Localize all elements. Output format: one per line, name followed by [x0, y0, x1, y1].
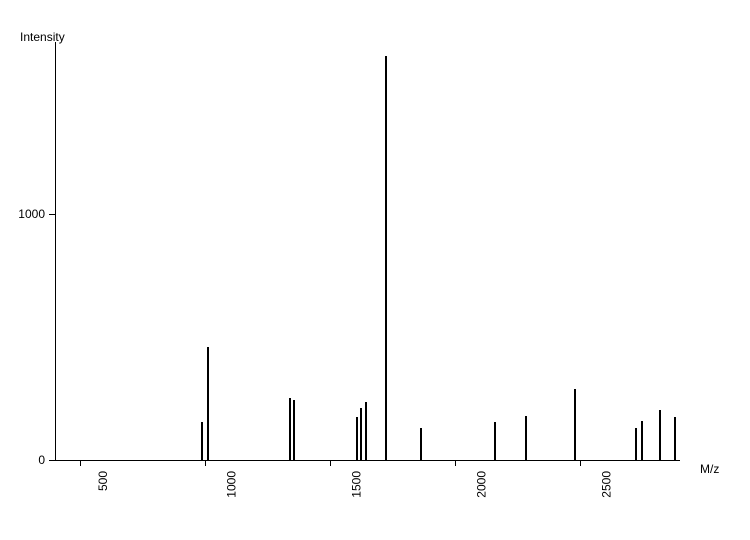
- y-tick-mark: [49, 460, 55, 461]
- spectrum-peak: [494, 422, 496, 460]
- spectrum-peak: [525, 416, 527, 460]
- x-tick-mark: [580, 460, 581, 466]
- y-tick-label: 0: [38, 453, 45, 467]
- spectrum-peak: [635, 428, 637, 460]
- spectrum-peak: [659, 410, 661, 460]
- x-tick-mark: [80, 460, 81, 466]
- spectrum-peak: [641, 421, 643, 460]
- x-axis-label: M/z: [700, 462, 719, 476]
- spectrum-peak: [207, 347, 209, 460]
- x-axis-line: [55, 460, 680, 461]
- spectrum-peak: [574, 389, 576, 460]
- spectrum-peak: [420, 428, 422, 460]
- spectrum-peak: [360, 408, 362, 460]
- y-tick-mark: [49, 214, 55, 215]
- spectrum-peak: [293, 400, 295, 460]
- spectrum-peak: [289, 398, 291, 460]
- spectrum-peak: [201, 422, 203, 460]
- spectrum-peak: [674, 417, 676, 460]
- spectrum-peak: [365, 402, 367, 460]
- x-tick-label: 2500: [599, 471, 613, 498]
- y-tick-label: 1000: [18, 207, 45, 221]
- x-tick-label: 500: [96, 471, 110, 491]
- spectrum-peak: [385, 56, 387, 460]
- x-tick-mark: [330, 460, 331, 466]
- x-tick-label: 1500: [349, 471, 363, 498]
- spectrum-peak: [356, 417, 358, 460]
- x-tick-label: 2000: [474, 471, 488, 498]
- mass-spectrum-chart: Intensity M/z 0 1000 500 1000 1500 2000 2500: [0, 0, 750, 540]
- x-tick-mark: [455, 460, 456, 466]
- x-tick-mark: [205, 460, 206, 466]
- y-axis-line: [55, 42, 56, 460]
- x-tick-label: 1000: [224, 471, 238, 498]
- y-axis-label: Intensity: [20, 30, 65, 44]
